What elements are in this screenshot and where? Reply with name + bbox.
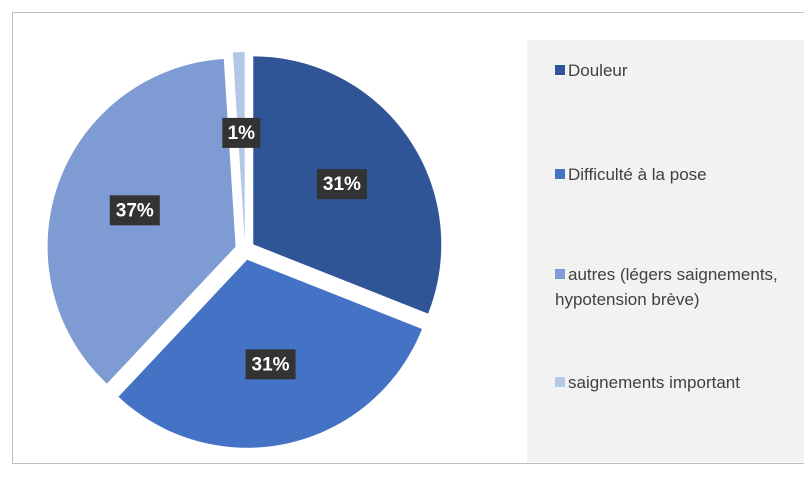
legend-label: Douleur bbox=[568, 61, 628, 80]
legend-entry: Douleur bbox=[555, 58, 795, 83]
legend-entry: saignements important bbox=[555, 370, 795, 395]
legend-swatch bbox=[555, 169, 565, 179]
legend-swatch bbox=[555, 269, 565, 279]
data-label: 31% bbox=[323, 174, 361, 195]
chart-frame bbox=[12, 12, 804, 464]
legend-swatch bbox=[555, 377, 565, 387]
legend-entry: Difficulté à la pose bbox=[555, 162, 795, 187]
legend-swatch bbox=[555, 65, 565, 75]
legend-label: autres (légers saignements, hypotension … bbox=[555, 265, 778, 309]
data-label-box bbox=[109, 195, 160, 226]
data-label-box bbox=[222, 117, 261, 148]
data-label: 31% bbox=[252, 354, 290, 375]
data-label-box bbox=[245, 349, 296, 380]
pie-area: 31% 31% 37% 1% bbox=[47, 52, 442, 448]
data-label: 1% bbox=[228, 123, 256, 144]
data-label: 37% bbox=[116, 200, 154, 221]
legend-entry: autres (légers saignements, hypotension … bbox=[555, 262, 795, 312]
legend-label: Difficulté à la pose bbox=[568, 165, 707, 184]
data-label-box bbox=[316, 169, 367, 200]
legend-label: saignements important bbox=[568, 373, 740, 392]
legend: Douleur Difficulté à la pose autres (léger… bbox=[527, 40, 804, 462]
